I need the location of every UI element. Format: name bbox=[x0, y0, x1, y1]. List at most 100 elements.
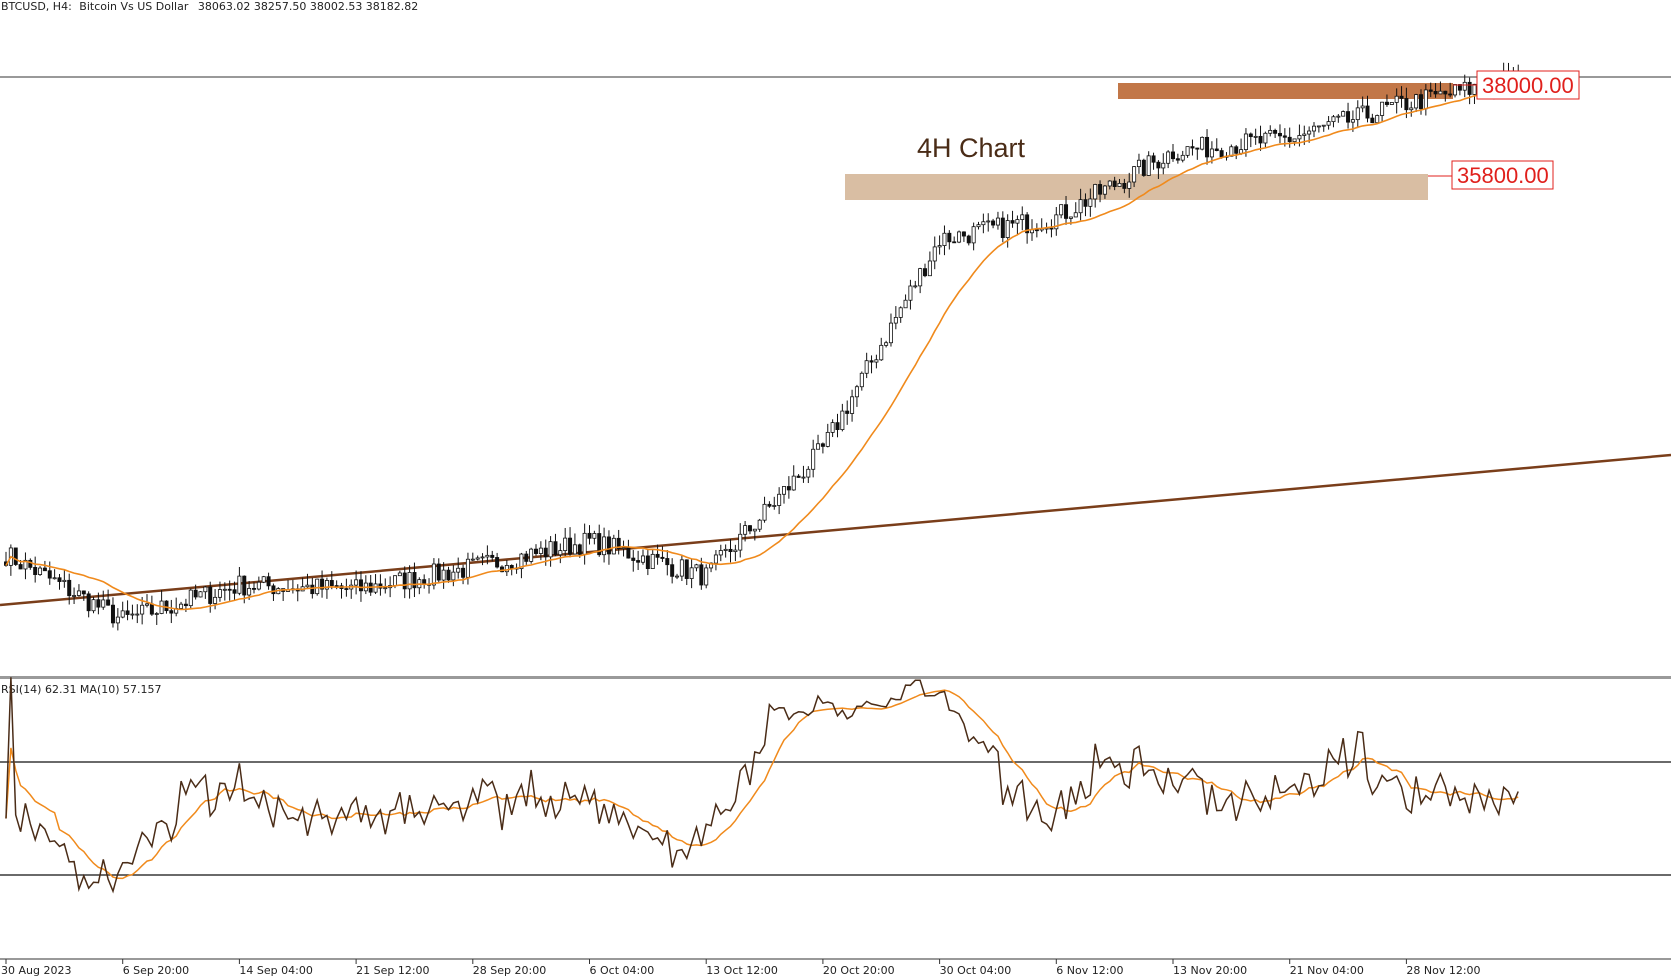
candle-body bbox=[213, 596, 218, 604]
candle-body bbox=[76, 590, 81, 596]
candle-body bbox=[577, 544, 582, 555]
candle-body bbox=[1175, 158, 1180, 161]
candle-body bbox=[271, 585, 276, 595]
candle-body bbox=[660, 556, 665, 559]
candle-body bbox=[81, 590, 86, 595]
candle-body bbox=[441, 569, 446, 581]
candle-body bbox=[572, 544, 577, 555]
candle-body bbox=[1161, 162, 1166, 169]
candle-body bbox=[1380, 101, 1385, 116]
candle-body bbox=[801, 476, 806, 479]
symbol-label: BTCUSD, H4: bbox=[1, 0, 72, 13]
candle-body bbox=[86, 593, 91, 612]
candle-body bbox=[1112, 180, 1117, 187]
candle-body bbox=[621, 547, 626, 550]
candle-body bbox=[499, 566, 504, 573]
candle-body bbox=[67, 579, 72, 597]
x-tick-label: 30 Aug 2023 bbox=[1, 964, 71, 977]
candle-body bbox=[1078, 199, 1083, 214]
candle-body bbox=[320, 578, 325, 590]
x-tick-label: 13 Oct 12:00 bbox=[706, 964, 778, 977]
candle-body bbox=[587, 532, 592, 539]
candle-body bbox=[981, 221, 986, 226]
candle-body bbox=[1020, 214, 1025, 220]
candle-body bbox=[733, 549, 738, 553]
candle-body bbox=[23, 559, 28, 570]
candle-body bbox=[1341, 111, 1346, 117]
candle-body bbox=[1000, 217, 1005, 238]
candle-body bbox=[918, 268, 923, 287]
candle-body bbox=[850, 396, 855, 414]
candle-body bbox=[91, 599, 96, 612]
candle-body bbox=[101, 599, 106, 608]
candle-body bbox=[1462, 81, 1467, 91]
support-zone-35800 bbox=[845, 174, 1428, 200]
candle-body bbox=[13, 547, 18, 565]
candle-body bbox=[1438, 90, 1443, 95]
candle-body bbox=[232, 589, 237, 594]
candle-body bbox=[1219, 150, 1224, 158]
candle-body bbox=[1467, 81, 1472, 95]
candle-body bbox=[519, 553, 524, 570]
candle-body bbox=[1414, 94, 1419, 109]
candle-body bbox=[1185, 146, 1190, 156]
candle-body bbox=[1370, 117, 1375, 124]
candle-body bbox=[1214, 148, 1219, 151]
candle-body bbox=[1292, 138, 1297, 143]
candle-body bbox=[743, 525, 748, 535]
candle-body bbox=[57, 577, 62, 582]
candle-body bbox=[640, 555, 645, 563]
candle-body bbox=[266, 576, 271, 587]
candle-body bbox=[1054, 214, 1059, 230]
candle-body bbox=[529, 548, 534, 562]
candle-body bbox=[913, 285, 918, 288]
candle-body bbox=[1453, 84, 1458, 96]
candle-body bbox=[504, 565, 509, 573]
pane-separator bbox=[0, 676, 1671, 679]
candle-body bbox=[1229, 146, 1234, 157]
candle-body bbox=[1307, 130, 1312, 135]
candle-body bbox=[188, 589, 193, 607]
candle-body bbox=[115, 616, 120, 624]
candle-body bbox=[1209, 148, 1214, 158]
candle-body bbox=[713, 554, 718, 564]
level-label-35800: 35800.00 bbox=[1457, 163, 1549, 188]
rsi-label: RSI(14) 62.31 MA(10) 57.157 bbox=[1, 683, 162, 696]
candle-body bbox=[1297, 135, 1302, 140]
candle-body bbox=[412, 572, 417, 589]
candle-body bbox=[835, 422, 840, 431]
candle-body bbox=[1312, 125, 1317, 132]
candle-body bbox=[869, 360, 874, 363]
candle-body bbox=[329, 580, 334, 586]
candle-body bbox=[344, 588, 349, 590]
candle-body bbox=[752, 528, 757, 532]
candle-body bbox=[1457, 84, 1462, 91]
candle-body bbox=[684, 559, 689, 579]
x-tick-label: 6 Oct 04:00 bbox=[590, 964, 655, 977]
candle-body bbox=[1136, 159, 1141, 168]
candle-body bbox=[777, 493, 782, 506]
candle-body bbox=[820, 443, 825, 447]
candle-body bbox=[72, 595, 77, 597]
candle-body bbox=[480, 556, 485, 559]
candle-body bbox=[1443, 90, 1448, 95]
candle-body bbox=[28, 559, 33, 568]
candle-body bbox=[757, 519, 762, 530]
x-tick-label: 21 Nov 04:00 bbox=[1290, 964, 1364, 977]
candle-body bbox=[942, 232, 947, 246]
candle-body bbox=[315, 578, 320, 595]
candle-body bbox=[1389, 102, 1394, 105]
candle-body bbox=[694, 564, 699, 569]
candle-body bbox=[1088, 198, 1093, 207]
candle-body bbox=[1404, 98, 1409, 111]
candle-body bbox=[884, 342, 889, 346]
candle-body bbox=[431, 563, 436, 586]
candle-body bbox=[1190, 146, 1195, 149]
candle-body bbox=[568, 537, 573, 555]
candle-body bbox=[888, 322, 893, 344]
candle-body bbox=[738, 533, 743, 551]
candle-body bbox=[324, 580, 329, 590]
candles-group bbox=[4, 62, 1521, 631]
candle-body bbox=[582, 532, 587, 555]
candle-body bbox=[606, 536, 611, 555]
